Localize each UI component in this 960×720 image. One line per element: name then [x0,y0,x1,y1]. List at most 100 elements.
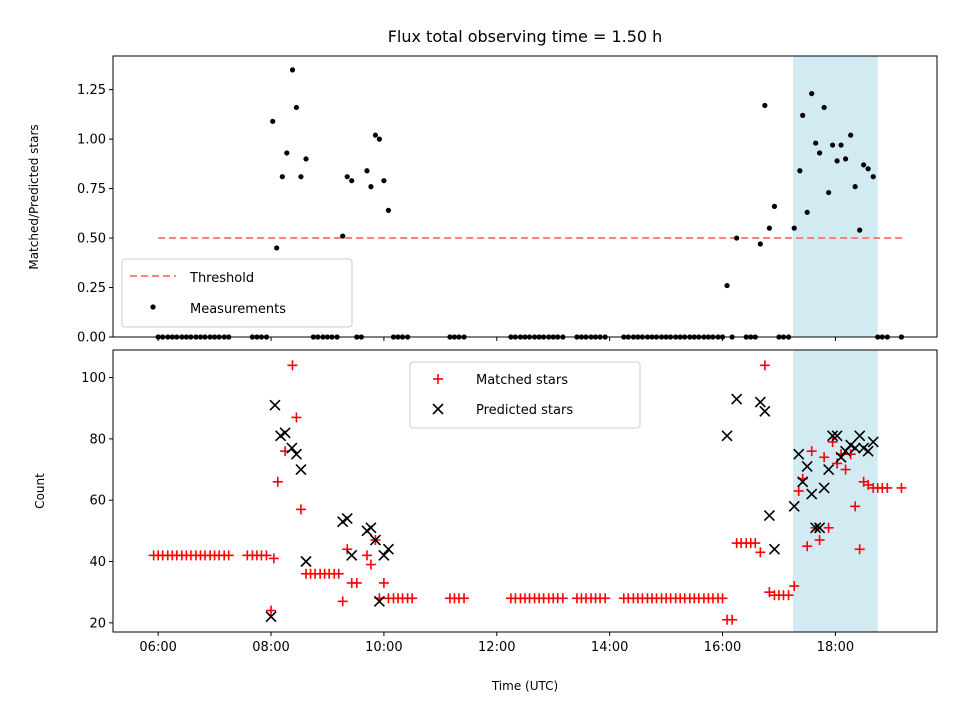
bottom-axes: 20 40 60 80 100 06:00 08:00 10:00 12:00 14:00 16:… [33,349,938,693]
measurement-point [791,225,797,231]
measurement-point [279,174,285,180]
predicted-star-marker-b [279,427,291,439]
predicted-star-marker [810,522,822,534]
predicted-star-marker-b [373,595,385,607]
measurement-point [762,102,768,109]
predicted-star-marker [269,399,281,411]
predicted-star-marker-b [818,482,830,494]
top-legend: Threshold Measurements [121,258,353,328]
bottom-y-tick-label: 100 [81,371,106,386]
predicted-star-marker [382,543,394,555]
measurement-point [349,178,355,184]
matched-star-marker [759,360,770,371]
matched-star-marker [896,482,907,493]
predicted-star-marker [818,482,830,494]
predicted-star-marker-b [806,488,818,500]
predicted-star-marker [286,442,298,454]
predicted-star-marker [731,393,743,405]
top-y-tick-label: 1.00 [77,133,106,148]
measurement-point [838,142,844,148]
matched-star-marker [361,550,372,561]
predicted-star-marker [862,445,874,457]
predicted-star-marker [835,451,847,463]
predicted-star-marker-b [365,522,377,534]
matched-star-marker [750,538,761,549]
predicted-star-marker-b [378,549,390,561]
measurement-point [298,174,304,180]
predicted-star-marker [290,448,302,460]
top-x-ticks [157,337,836,341]
predicted-star-marker-b [810,522,822,534]
matched-star-marker [819,452,830,463]
measurement-point [344,174,350,180]
matched-star-marker [272,476,283,487]
predicted-star-marker-b [369,534,382,546]
matched-star-marker [882,482,893,493]
top-observing-window-shade [793,56,878,337]
predicted-star-marker [279,427,291,439]
predicted-star-marker [806,488,818,500]
predicted-star-marker [341,513,353,525]
matched-star-marker [827,436,838,447]
legend-threshold-label: Threshold [189,271,254,286]
predicted-star-marker-b [814,522,826,534]
predicted-star-marker [867,436,879,448]
predicted-star-marker [763,509,775,522]
matched-star-marker [337,596,348,607]
predicted-star-marker [265,611,277,623]
legend-predicted-label: Predicted stars [476,403,573,418]
matched-star-marker [832,458,843,469]
predicted-star-marker-b [346,549,358,561]
predicted-star-marker-b [300,555,312,568]
bottom-x-tick-label: 16:00 [704,640,741,655]
bottom-y-tick-label: 40 [89,555,106,570]
predicted-star-marker [721,430,733,442]
measurement-point [270,118,276,124]
bottom-x-tick-label: 08:00 [252,640,289,655]
measurement-point [829,142,836,148]
predicted-star-marker-b [382,543,394,555]
top-y-tick-label: 0.25 [77,281,106,296]
matched-star-marker [840,464,851,475]
measurement-point [385,207,392,213]
predicted-star-marker [373,595,385,607]
matched-star-marker [783,590,794,601]
matched-star-marker [407,593,418,604]
top-y-tick-label: 1.25 [77,83,106,98]
measurement-point [817,150,823,156]
predicted-star-marker [754,396,766,408]
measurement-point [293,104,300,111]
measurement-point [834,158,840,164]
matched-star-marker [806,446,817,457]
bottom-x-tick-label: 06:00 [139,640,176,655]
top-y-tick-label: 0.50 [77,232,106,247]
predicted-star-marker-b [845,439,857,451]
legend-measurements-label: Measurements [190,302,286,317]
bottom-y-ticks: 20 40 60 80 100 [81,371,113,631]
measurement-point [821,104,827,111]
bottom-y-axis-label: Count [33,473,47,509]
chart-title: Flux total observing time = 1.50 h [388,27,663,46]
measurement-point [376,136,382,142]
predicted-star-marker [831,430,843,442]
matched-star-marker [789,581,800,592]
measurement-point [303,156,309,162]
predicted-star-marker-b [827,430,839,442]
predicted-star-marker [793,448,805,460]
predicted-star-marker-b [849,442,861,454]
bottom-legend-box [409,361,641,429]
predicted-star-marker-b [862,445,874,457]
x-axis-label: Time (UTC) [491,679,558,693]
measurement-point [804,209,810,215]
predicted-star-marker-b [265,611,277,623]
measurement-point [852,184,858,190]
matched-star-marker [802,541,813,552]
predicted-star-marker-b [797,476,809,488]
predicted-star-marker-b [341,513,353,525]
bottom-y-tick-label: 20 [89,616,106,631]
predicted-star-marker-b [823,463,835,476]
predicted-star-marker-b [835,451,847,463]
matched-star-marker [755,547,766,558]
predicted-star-marker-b [854,430,866,442]
top-axes: 0.00 0.25 0.50 0.75 1.00 1.25 Matched/Predict… [27,55,938,346]
